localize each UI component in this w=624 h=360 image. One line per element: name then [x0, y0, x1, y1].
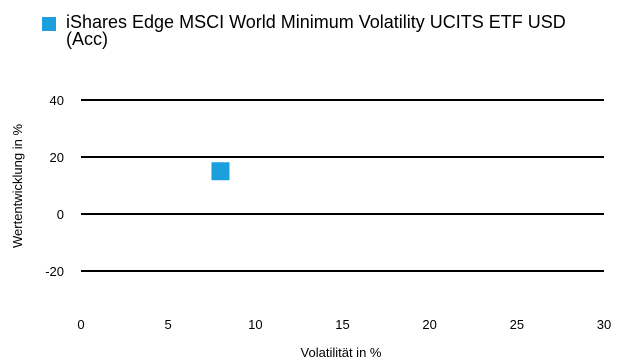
x-tick-label: 25: [510, 317, 524, 332]
x-tick-label: 15: [335, 317, 349, 332]
legend-label: iShares Edge MSCI World Minimum Volatili…: [66, 12, 566, 49]
legend-swatch: [42, 17, 56, 31]
y-tick-label: 40: [50, 93, 64, 108]
y-axis-label: Wertentwicklung in %: [10, 124, 25, 248]
x-tick-label: 10: [248, 317, 262, 332]
chart-legend: iShares Edge MSCI World Minimum Volatili…: [42, 12, 612, 49]
x-axis-label: Volatilität in %: [301, 345, 382, 360]
y-tick-labels: 40 20 0 -20: [45, 93, 64, 279]
y-gridlines: [81, 99, 604, 272]
data-points: [211, 162, 230, 181]
y-tick-label: 0: [57, 207, 64, 222]
x-tick-labels: 0 5 10 15 20 25 30: [77, 317, 611, 332]
data-point: [211, 162, 230, 181]
x-tick-label: 0: [77, 317, 84, 332]
y-tick-label: -20: [45, 264, 64, 279]
x-tick-label: 20: [422, 317, 436, 332]
x-tick-label: 30: [597, 317, 611, 332]
x-tick-label: 5: [165, 317, 172, 332]
y-tick-label: 20: [50, 150, 64, 165]
